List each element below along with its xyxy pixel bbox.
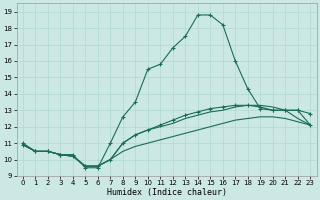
X-axis label: Humidex (Indice chaleur): Humidex (Indice chaleur) <box>107 188 227 197</box>
